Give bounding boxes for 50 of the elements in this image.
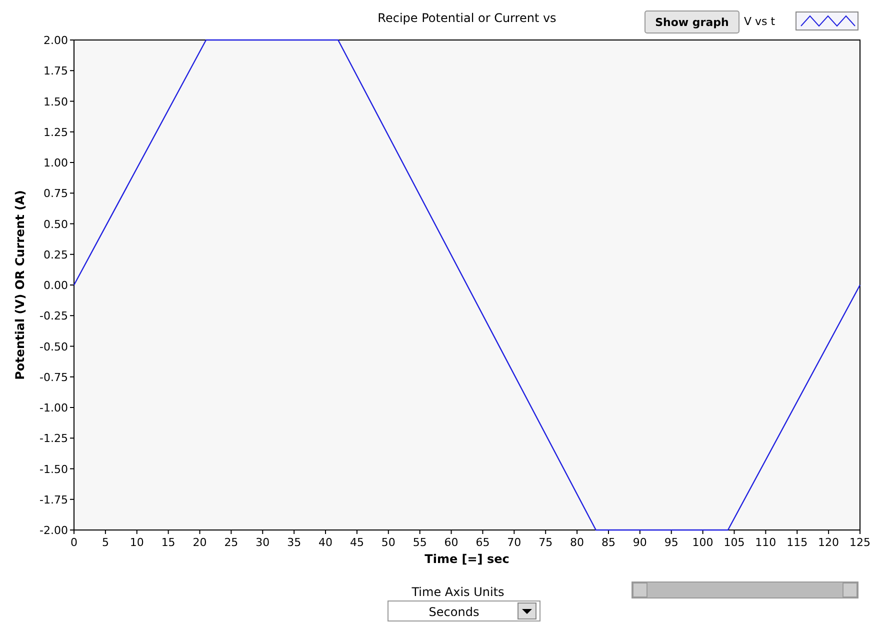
x-tick-label: 40 <box>318 536 333 549</box>
y-axis-title: Potential (V) OR Current (A) <box>13 190 27 380</box>
x-tick-label: 65 <box>476 536 490 549</box>
x-tick-label: 10 <box>130 536 144 549</box>
legend-label: V vs t <box>744 15 776 28</box>
y-tick-label: 1.25 <box>44 126 68 139</box>
x-tick-label: 55 <box>412 536 427 549</box>
y-tick-label: 1.75 <box>44 64 68 78</box>
text: Show graph <box>655 16 729 29</box>
x-tick-label: 95 <box>664 536 678 549</box>
y-tick-label: -0.75 <box>40 370 68 384</box>
text: Seconds <box>428 605 480 619</box>
x-tick-label: 5 <box>102 536 109 549</box>
y-tick-label: -0.50 <box>40 340 68 354</box>
x-tick-label: 50 <box>381 536 396 549</box>
x-tick-label: 25 <box>224 536 238 549</box>
x-tick-label: 35 <box>287 536 302 549</box>
y-tick-label: -1.75 <box>40 493 68 506</box>
y-tick-label: -1.25 <box>40 432 68 446</box>
x-tick-label: 105 <box>724 536 745 549</box>
y-tick-label: 2.00 <box>44 34 68 47</box>
y-tick-label: -0.25 <box>40 310 68 323</box>
y-tick-label: -2.00 <box>40 524 68 537</box>
x-tick-label: 120 <box>818 536 840 549</box>
y-tick-label: 0.00 <box>44 279 68 292</box>
x-tick-label: 20 <box>192 536 207 549</box>
x-tick-label: 60 <box>444 536 458 549</box>
text: Time Axis Units <box>410 585 504 599</box>
chart-title: Recipe Potential or Current vs <box>378 11 556 25</box>
x-tick-label: 30 <box>256 536 270 549</box>
x-tick-label: 15 <box>161 536 176 549</box>
y-tick-label: 0.50 <box>44 218 68 231</box>
y-tick-label: 0.25 <box>44 248 68 262</box>
x-tick-label: 85 <box>601 536 616 549</box>
x-tick-label: 80 <box>570 536 584 549</box>
x-tick-label: 115 <box>786 536 808 549</box>
x-tick-label: 125 <box>850 536 870 549</box>
x-tick-label: 70 <box>507 536 522 549</box>
y-tick-label: 1.50 <box>44 95 68 108</box>
y-tick-label: 0.75 <box>44 187 68 200</box>
y-tick-label: -1.00 <box>40 402 68 414</box>
x-tick-label: 100 <box>692 536 714 549</box>
x-tick-label: 110 <box>755 536 776 549</box>
x-tick-label: 90 <box>632 536 647 549</box>
x-tick-label: 0 <box>70 536 78 549</box>
x-axis-title: Time [=] sec <box>424 552 510 566</box>
x-tick-label: 45 <box>350 536 364 549</box>
y-tick-label: -1.50 <box>40 462 68 476</box>
y-tick-label: 1.00 <box>44 156 68 170</box>
x-tick-label: 75 <box>538 536 553 549</box>
